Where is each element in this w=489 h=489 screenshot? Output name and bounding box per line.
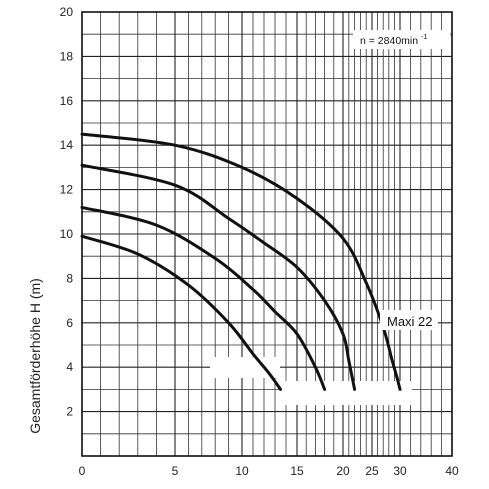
y-tick-label: 4 bbox=[66, 360, 73, 374]
tick-labels: 2 4 6 8 10 12 14 16 18 20 0 5 10 15 20 25 30 40 bbox=[60, 5, 459, 478]
y-tick-label: 12 bbox=[60, 183, 74, 197]
speed-annotation: n = 2840min -1 bbox=[353, 30, 450, 49]
x-tick-label: 30 bbox=[393, 464, 407, 478]
model-label: Maxi 22 bbox=[380, 310, 438, 330]
x-tick-label: 5 bbox=[172, 464, 179, 478]
x-tick-label: 15 bbox=[290, 464, 304, 478]
y-tick-label: 14 bbox=[60, 138, 74, 152]
pump-curve-3 bbox=[80, 163, 357, 391]
x-tick-label: 0 bbox=[79, 464, 86, 478]
x-tick-label: 40 bbox=[445, 464, 459, 478]
y-tick-label: 20 bbox=[60, 5, 74, 19]
plot-frame bbox=[81, 11, 453, 457]
label-background bbox=[210, 357, 280, 378]
speed-annotation-text: n = 2840min bbox=[360, 35, 418, 47]
y-tick-label: 10 bbox=[60, 227, 74, 241]
y-axis-label: Gesamtförderhöhe H (m) bbox=[27, 278, 43, 434]
x-tick-label: 25 bbox=[365, 464, 379, 478]
model-label-text: Maxi 22 bbox=[387, 314, 433, 329]
pump-curve-2 bbox=[80, 205, 327, 391]
curves bbox=[80, 132, 402, 391]
pump-curve-4 bbox=[80, 132, 402, 391]
svg-text:n = 2840min -1: n = 2840min -1 bbox=[360, 34, 427, 47]
y-tick-label: 16 bbox=[60, 94, 74, 108]
y-tick-label: 2 bbox=[66, 405, 73, 419]
x-tick-label: 10 bbox=[235, 464, 249, 478]
y-tick-label: 18 bbox=[60, 49, 74, 63]
pump-curve-1 bbox=[80, 234, 282, 391]
y-tick-label: 6 bbox=[66, 316, 73, 330]
speed-annotation-exponent: -1 bbox=[421, 34, 427, 41]
label-backgrounds bbox=[210, 357, 412, 405]
label-background bbox=[280, 381, 412, 405]
x-tick-label: 20 bbox=[336, 464, 350, 478]
y-tick-label: 8 bbox=[66, 271, 73, 285]
